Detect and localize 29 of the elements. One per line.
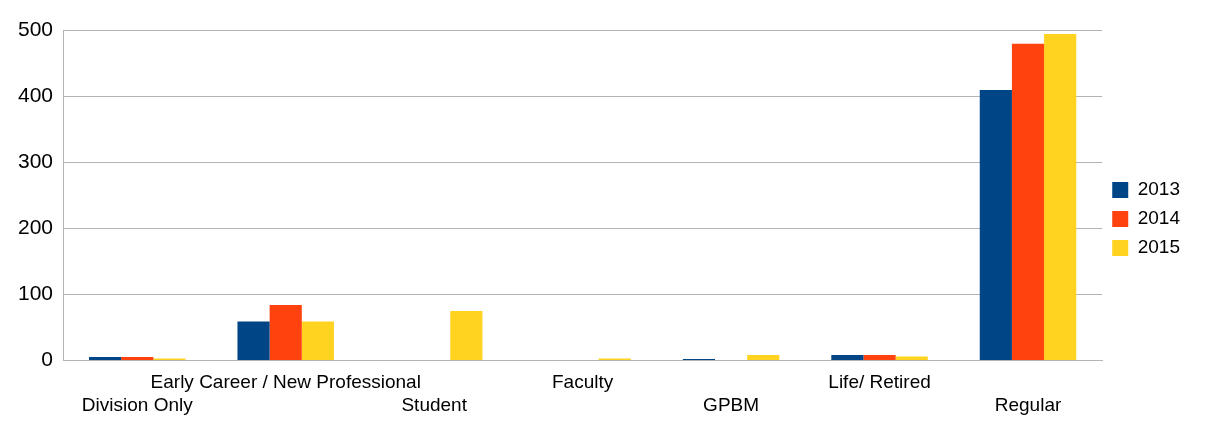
x-tick-label: Faculty [552, 371, 614, 393]
bar [237, 321, 270, 360]
bar [747, 355, 780, 360]
bar [269, 304, 302, 360]
bar [89, 357, 122, 360]
y-tick-label: 200 [17, 215, 54, 239]
x-tick-label: GPBM [703, 393, 760, 415]
x-tick-label: Regular [994, 393, 1062, 415]
bar [301, 321, 334, 360]
bar [831, 355, 864, 360]
y-tick-label: 300 [17, 149, 54, 173]
y-tick-label: 100 [17, 281, 54, 305]
x-tick-label: Early Career / New Professional [150, 371, 421, 393]
legend-label: 2013 [1137, 178, 1181, 200]
y-tick-label: 0 [41, 347, 54, 371]
bar [1044, 33, 1077, 360]
bar [450, 310, 483, 360]
bar [895, 356, 928, 360]
x-tick-label: Division Only [81, 393, 194, 415]
bar [863, 355, 896, 360]
bar [121, 357, 154, 360]
bar [979, 89, 1012, 360]
legend-label: 2014 [1137, 207, 1181, 229]
x-tick-label: Student [401, 393, 468, 415]
legend-label: 2015 [1137, 236, 1181, 258]
bar [1011, 43, 1045, 360]
x-tick-label: Life/ Retired [828, 371, 931, 393]
y-tick-label: 400 [17, 83, 54, 107]
y-tick-label: 500 [17, 17, 54, 41]
